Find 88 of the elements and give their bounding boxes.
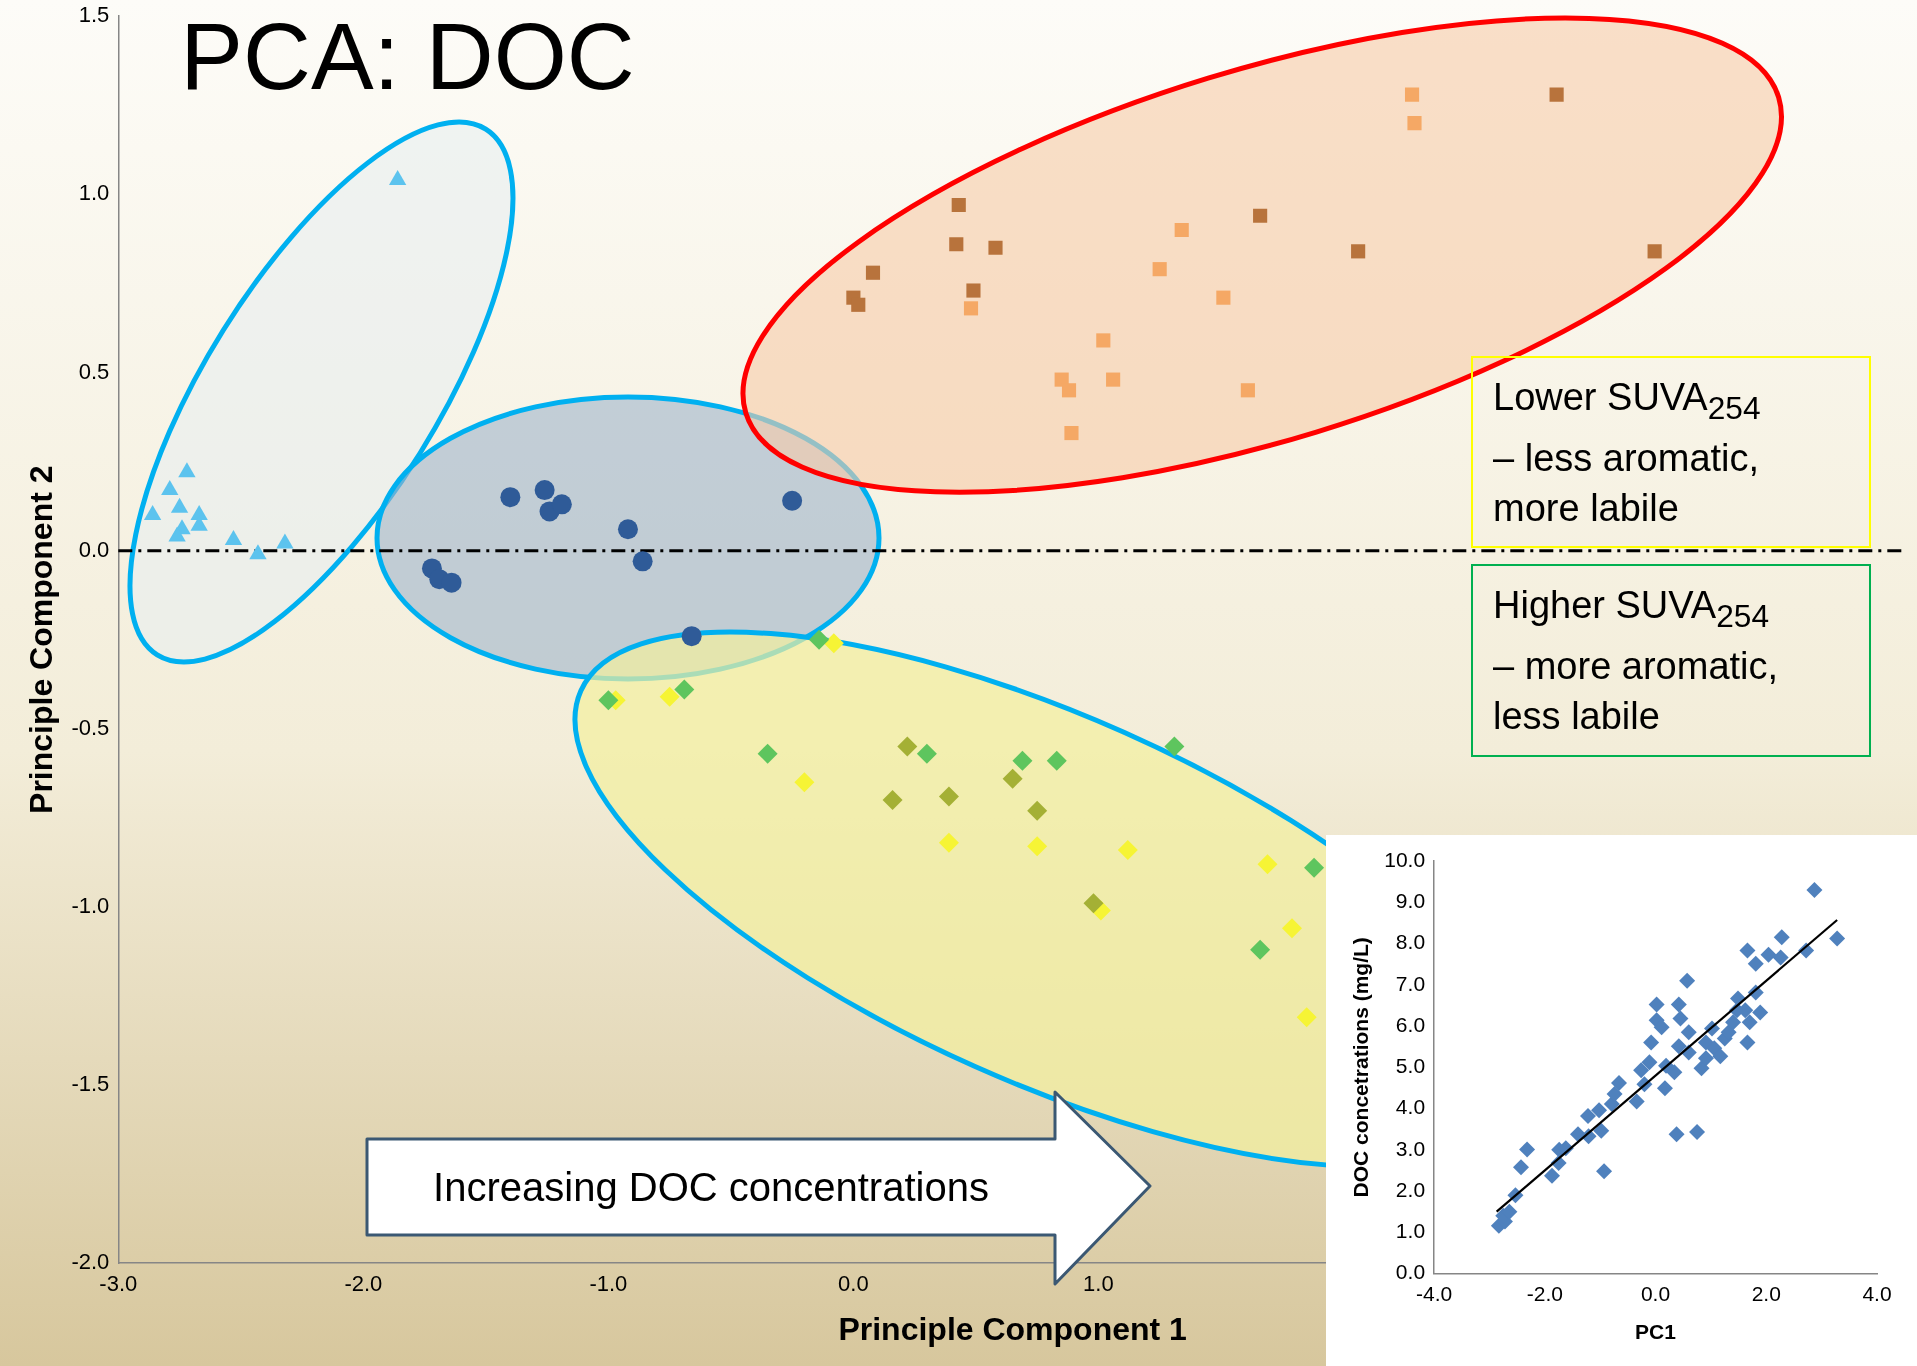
- x-tick-label: 4.0: [1862, 1282, 1892, 1305]
- point: [1296, 1007, 1317, 1028]
- point: [1281, 918, 1302, 939]
- y-tick-label: 2.0: [1395, 1177, 1426, 1201]
- point: [966, 283, 981, 298]
- point: [1106, 372, 1121, 387]
- point: [916, 743, 937, 764]
- y-tick-label: -0.5: [71, 714, 110, 740]
- point: [949, 237, 964, 252]
- y-tick-label: 3.0: [1395, 1136, 1426, 1160]
- x-tick-label: -4.0: [1415, 1282, 1453, 1305]
- x-axis-title: PC1: [1635, 1320, 1677, 1344]
- point: [897, 736, 918, 757]
- point: [1061, 383, 1077, 398]
- point: [598, 690, 619, 711]
- chart-title: PCA: DOC: [180, 3, 635, 112]
- x-tick-label: -1.0: [589, 1271, 628, 1297]
- y-tick-label: 1.5: [78, 2, 110, 28]
- point: [1253, 208, 1268, 223]
- annotation: Increasing DOC concentrations: [432, 1164, 990, 1211]
- point: [782, 490, 803, 511]
- y-tick-label: 7.0: [1395, 971, 1426, 995]
- y-axis-title: Principle Component 2: [23, 465, 60, 814]
- annotation: Lower SUVA$_{254}$ – less aromatic, more labile: [1471, 356, 1871, 548]
- x-tick-label: 0.0: [1640, 1282, 1671, 1305]
- x-tick-label: 1.0: [1083, 1271, 1114, 1297]
- point: [809, 629, 830, 650]
- point: [1096, 333, 1111, 348]
- point: [794, 772, 815, 793]
- y-tick-label: 1.0: [1395, 1219, 1426, 1243]
- point: [1027, 836, 1048, 857]
- y-tick-label: 6.0: [1395, 1012, 1426, 1036]
- point: [1012, 750, 1033, 771]
- point: [1647, 244, 1662, 259]
- y-tick-label: 1.0: [78, 180, 110, 206]
- annotation: Higher SUVA$_{254}$ – more aromatic, less labile: [1471, 564, 1871, 757]
- point: [1549, 87, 1564, 102]
- x-axis-title: Principle Component 1: [838, 1310, 1187, 1347]
- point: [1083, 893, 1104, 914]
- y-tick-label: 0.5: [78, 358, 110, 384]
- y-axis-title: DOC concetrations (mg/L): [1349, 937, 1373, 1198]
- point: [1216, 290, 1231, 305]
- y-tick-label: 9.0: [1395, 889, 1426, 913]
- point: [674, 679, 695, 700]
- y-tick-label: -1.5: [71, 1071, 110, 1097]
- point: [938, 786, 959, 807]
- point: [951, 197, 966, 213]
- point: [632, 551, 653, 572]
- y-tick-label: 5.0: [1395, 1054, 1426, 1078]
- y-tick-label: 0.0: [78, 536, 110, 562]
- point: [681, 626, 702, 647]
- point: [823, 633, 844, 654]
- point: [617, 519, 638, 540]
- point: [1250, 939, 1271, 960]
- point: [1164, 736, 1185, 757]
- point: [1304, 857, 1325, 878]
- point: [882, 790, 903, 811]
- point: [1404, 87, 1420, 102]
- point: [441, 572, 462, 593]
- point: [1152, 262, 1167, 277]
- point: [1407, 116, 1422, 131]
- point: [1174, 222, 1189, 238]
- point: [500, 487, 521, 508]
- point: [1240, 383, 1255, 398]
- x-tick-label: -2.0: [1526, 1282, 1563, 1305]
- point: [988, 240, 1003, 255]
- point: [1046, 750, 1067, 771]
- y-tick-label: 8.0: [1395, 930, 1426, 954]
- point: [757, 743, 778, 764]
- y-tick-label: 10.0: [1384, 847, 1426, 871]
- point: [1351, 244, 1366, 259]
- point: [659, 686, 680, 707]
- point: [551, 494, 572, 515]
- point: [938, 832, 959, 853]
- point: [851, 297, 866, 312]
- point: [1064, 425, 1079, 441]
- y-tick-label: -1.0: [71, 892, 110, 918]
- point: [1117, 839, 1138, 860]
- x-tick-label: 0.0: [838, 1271, 869, 1297]
- y-tick-label: 4.0: [1395, 1095, 1426, 1119]
- point: [1027, 800, 1048, 821]
- point: [534, 480, 555, 501]
- x-tick-label: 2.0: [1751, 1282, 1781, 1305]
- x-tick-label: -2.0: [344, 1271, 383, 1297]
- point: [865, 265, 881, 280]
- point: [963, 301, 979, 316]
- point: [1257, 854, 1278, 875]
- point: [1002, 768, 1023, 789]
